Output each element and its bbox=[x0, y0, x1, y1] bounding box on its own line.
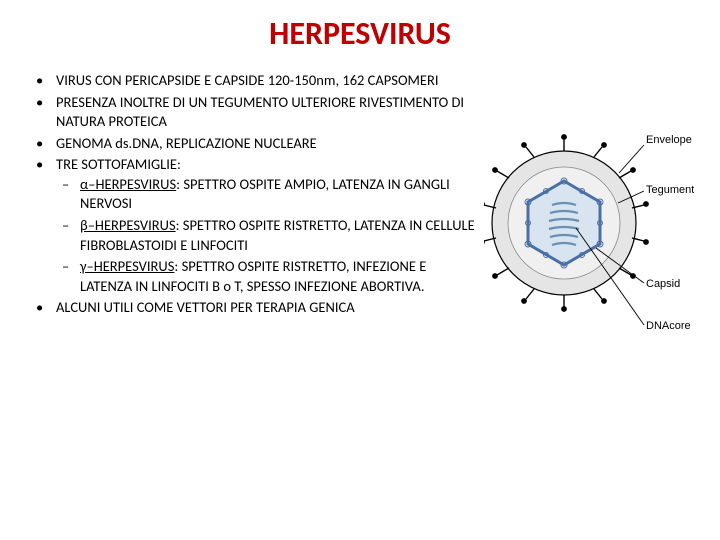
bullet-3: GENOMA ds.DNA, REPLICAZIONE NUCLEARE bbox=[28, 134, 478, 154]
virus-diagram: Envelope Tegument Capsid DNAcore bbox=[484, 93, 694, 353]
sub-1: α–HERPESVIRUS: SPETTRO OSPITE AMPIO, LAT… bbox=[56, 175, 478, 214]
label-dnacore: DNAcore bbox=[646, 320, 691, 332]
label-envelope: Envelope bbox=[646, 134, 692, 146]
text-column: VIRUS CON PERICAPSIDE E CAPSIDE 120-150n… bbox=[28, 71, 478, 358]
bullet-5: ALCUNI UTILI COME VETTORI PER TERAPIA GE… bbox=[28, 298, 478, 318]
bullet-4-text: TRE SOTTOFAMIGLIE: bbox=[56, 155, 181, 173]
bullet-1: VIRUS CON PERICAPSIDE E CAPSIDE 120-150n… bbox=[28, 71, 478, 91]
label-capsid: Capsid bbox=[646, 278, 680, 290]
content-area: VIRUS CON PERICAPSIDE E CAPSIDE 120-150n… bbox=[0, 63, 720, 358]
sub-3-head: γ–HERPESVIRUS bbox=[80, 257, 174, 275]
sub-1-head: α–HERPESVIRUS bbox=[80, 175, 176, 193]
sub-2: β–HERPESVIRUS: SPETTRO OSPITE RISTRETTO,… bbox=[56, 216, 478, 255]
slide-title: HERPESVIRUS bbox=[0, 0, 720, 63]
sub-2-head: β–HERPESVIRUS bbox=[80, 216, 176, 234]
sub-3: γ–HERPESVIRUS: SPETTRO OSPITE RISTRETTO,… bbox=[56, 257, 478, 296]
label-tegument: Tegument bbox=[646, 184, 694, 196]
diagram-column: Envelope Tegument Capsid DNAcore bbox=[478, 71, 698, 358]
bullet-2: PRESENZA INOLTRE DI UN TEGUMENTO ULTERIO… bbox=[28, 93, 478, 132]
bullet-4: TRE SOTTOFAMIGLIE: α–HERPESVIRUS: SPETTR… bbox=[28, 155, 478, 296]
